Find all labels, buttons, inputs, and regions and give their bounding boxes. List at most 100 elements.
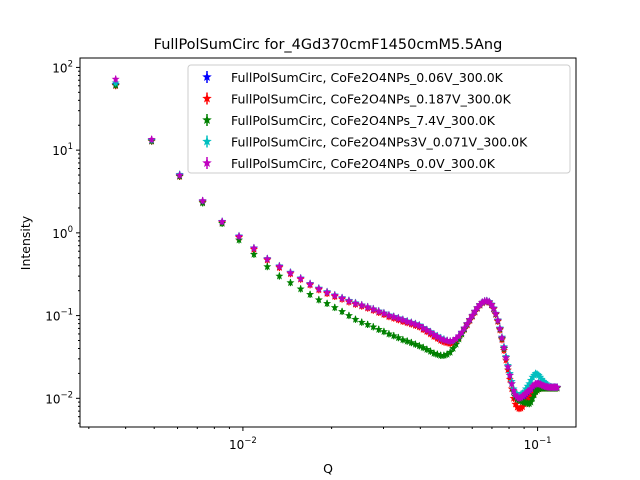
data-point [394, 314, 403, 322]
legend-marker [202, 136, 212, 146]
data-point [433, 350, 442, 358]
data-point [473, 303, 482, 311]
data-point [314, 284, 323, 292]
data-point [384, 311, 393, 319]
data-point [389, 331, 398, 340]
data-point [398, 315, 407, 324]
data-point [426, 347, 435, 355]
data-point [419, 343, 428, 352]
data-point [323, 287, 332, 296]
legend-box [187, 64, 571, 174]
legend-entry: FullPolSumCirc, CoFe2O4NPs_0.187V_300.0K [231, 92, 512, 107]
data-point [422, 345, 431, 353]
data-point [454, 331, 463, 340]
data-point [439, 351, 448, 359]
plot-frame [79, 57, 577, 428]
data-point [493, 315, 502, 324]
data-point [263, 262, 272, 271]
y-axis-label: Intensity [18, 215, 33, 270]
data-point [449, 344, 458, 352]
data-point [485, 297, 494, 306]
data-point [403, 337, 412, 345]
data-point [403, 317, 412, 325]
data-point [509, 386, 518, 394]
data-point [452, 340, 461, 348]
data-point [536, 373, 545, 381]
data-point [330, 291, 339, 299]
data-point [306, 290, 315, 298]
plot-marks [111, 75, 562, 413]
data-point [369, 304, 378, 313]
data-point [411, 340, 420, 348]
data-point [363, 320, 372, 328]
data-point [296, 284, 305, 293]
data-point [263, 254, 272, 263]
legend-entry: FullPolSumCirc, CoFe2O4NPs_0.06V_300.0K [231, 70, 504, 85]
data-point [363, 302, 372, 311]
data-point [411, 319, 420, 328]
legend-marker [202, 158, 212, 168]
data-point [528, 394, 537, 402]
data-point [344, 311, 353, 319]
data-point [499, 343, 508, 352]
data-point [379, 327, 388, 336]
data-point [306, 279, 315, 288]
data-point [429, 330, 438, 338]
legend-entry: FullPolSumCirc, CoFe2O4NPs3V_0.071V_300.… [231, 135, 528, 150]
data-point [507, 379, 516, 388]
data-point [323, 299, 332, 307]
data-point [446, 348, 455, 356]
data-point [460, 323, 469, 332]
data-point [275, 271, 284, 280]
data-point [495, 324, 504, 332]
data-point [389, 312, 398, 321]
chart-title: FullPolSumCirc for_4Gd370cmF1450cmM5.5An… [154, 37, 503, 53]
data-point [468, 311, 477, 319]
legend-marker [202, 72, 212, 82]
data-point [452, 334, 461, 342]
data-point [433, 332, 442, 340]
data-point [426, 327, 435, 336]
data-point [429, 349, 438, 357]
data-point [465, 315, 474, 323]
data-point [147, 135, 156, 143]
data-point [407, 338, 416, 347]
data-point [470, 307, 479, 315]
data-point [344, 296, 353, 305]
data-point [175, 170, 184, 179]
data-point [415, 341, 424, 350]
x-axis-label: Q [323, 461, 333, 476]
legend: FullPolSumCirc, CoFe2O4NPs_0.06V_300.0K F… [187, 64, 571, 174]
legend-marker [202, 93, 212, 103]
data-point [539, 377, 548, 385]
data-point [369, 322, 378, 331]
data-point [487, 300, 496, 308]
legend-marker [202, 115, 212, 125]
data-point [505, 371, 514, 379]
data-point [436, 334, 445, 342]
data-point [351, 315, 360, 323]
data-point [478, 298, 487, 306]
data-point [457, 327, 466, 336]
data-point [357, 300, 366, 309]
legend-entry: FullPolSumCirc, CoFe2O4NPs_7.4V_300.0K [231, 113, 496, 128]
data-point [446, 337, 455, 345]
data-point [338, 293, 347, 302]
data-point [374, 307, 383, 315]
data-point [491, 309, 500, 317]
data-point [463, 319, 472, 328]
data-point [338, 307, 347, 315]
series-4 [111, 75, 562, 402]
data-point [314, 295, 323, 304]
data-point [249, 243, 258, 252]
data-point [235, 232, 244, 240]
data-point [475, 300, 484, 308]
data-point [384, 329, 393, 338]
data-point [497, 333, 506, 342]
data-point [443, 350, 452, 358]
data-point [419, 323, 428, 332]
data-point [525, 379, 534, 388]
data-point [398, 335, 407, 344]
